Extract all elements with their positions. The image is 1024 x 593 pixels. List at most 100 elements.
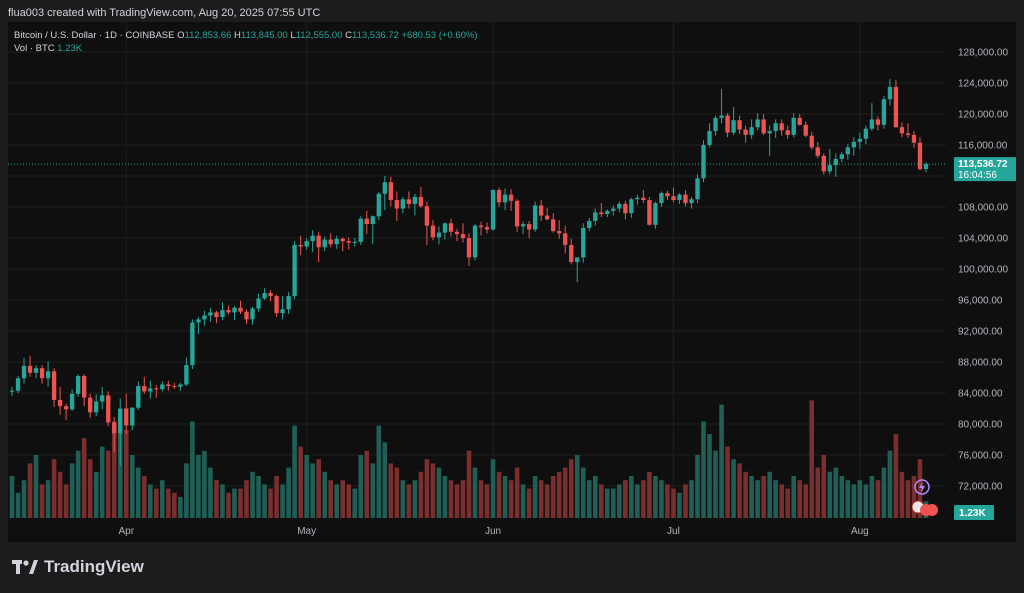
candle-body[interactable] [611, 208, 616, 211]
candle-body[interactable] [845, 147, 850, 155]
candle-body[interactable] [695, 178, 700, 200]
candle-body[interactable] [304, 241, 309, 247]
candle-body[interactable] [466, 238, 472, 258]
candle-body[interactable] [190, 322, 195, 366]
candle-body[interactable] [514, 200, 520, 227]
candle-body[interactable] [196, 319, 201, 323]
candle-body[interactable] [244, 311, 249, 320]
candle-body[interactable] [442, 223, 448, 233]
candle-body[interactable] [605, 210, 610, 214]
candle-body[interactable] [172, 386, 177, 388]
candle-body[interactable] [490, 189, 496, 230]
candle-body[interactable] [635, 197, 640, 200]
candle-body[interactable] [63, 406, 69, 410]
candle-body[interactable] [238, 307, 243, 312]
candle-body[interactable] [532, 205, 538, 230]
candle-body[interactable] [526, 224, 532, 230]
candle-body[interactable] [869, 119, 875, 129]
candle-body[interactable] [274, 296, 279, 314]
candle-body[interactable] [33, 368, 39, 373]
candle-body[interactable] [472, 225, 478, 258]
candle-body[interactable] [899, 127, 905, 134]
candle-body[interactable] [599, 212, 604, 214]
candle-body[interactable] [358, 218, 363, 242]
candle-body[interactable] [220, 310, 225, 318]
candle-body[interactable] [502, 194, 508, 203]
candle-body[interactable] [118, 408, 123, 434]
candle-body[interactable] [701, 145, 706, 179]
candle-body[interactable] [160, 384, 165, 390]
candle-body[interactable] [508, 194, 514, 201]
candle-body[interactable] [15, 378, 21, 391]
candle-body[interactable] [545, 215, 550, 220]
candle-body[interactable] [94, 401, 99, 413]
candle-body[interactable] [478, 225, 484, 228]
candle-body[interactable] [148, 388, 153, 392]
candle-body[interactable] [136, 386, 141, 408]
candle-body[interactable] [671, 196, 676, 201]
candle-body[interactable] [905, 133, 911, 135]
candle-body[interactable] [280, 309, 285, 314]
candle-body[interactable] [340, 238, 345, 242]
candle-body[interactable] [424, 206, 430, 226]
candle-body[interactable] [911, 134, 917, 143]
candle-body[interactable] [322, 239, 327, 248]
candle-body[interactable] [250, 308, 255, 320]
candle-body[interactable] [262, 293, 267, 299]
candle-body[interactable] [857, 138, 863, 142]
candle-body[interactable] [400, 199, 406, 209]
candle-body[interactable] [863, 128, 869, 139]
candle-body[interactable] [256, 298, 261, 309]
candle-body[interactable] [581, 227, 586, 258]
candle-body[interactable] [779, 123, 784, 131]
candle-body[interactable] [713, 117, 718, 132]
candle-body[interactable] [436, 232, 442, 238]
candle-body[interactable] [208, 312, 213, 316]
candle-body[interactable] [268, 293, 273, 297]
candle-body[interactable] [767, 131, 772, 134]
candle-body[interactable] [629, 199, 634, 214]
candle-body[interactable] [707, 131, 712, 145]
candle-body[interactable] [382, 182, 387, 194]
candle-body[interactable] [178, 384, 183, 387]
candle-body[interactable] [677, 194, 682, 201]
candle-body[interactable] [316, 235, 321, 248]
candle-body[interactable] [557, 231, 562, 234]
candle-body[interactable] [292, 244, 297, 297]
candle-body[interactable] [460, 234, 466, 238]
candle-body[interactable] [755, 119, 760, 128]
candle-body[interactable] [100, 395, 105, 402]
candle-body[interactable] [797, 117, 802, 125]
candle-body[interactable] [743, 129, 748, 135]
candle-body[interactable] [166, 384, 171, 387]
candle-body[interactable] [731, 120, 736, 133]
candle-body[interactable] [623, 203, 628, 214]
candle-body[interactable] [653, 203, 658, 225]
candle-body[interactable] [75, 375, 81, 394]
candle-body[interactable] [893, 86, 899, 128]
candle-body[interactable] [310, 235, 315, 242]
tradingview-logo[interactable]: TradingView [12, 557, 144, 577]
candlestick-chart[interactable]: 72,000.00 76,000.00 80,000.00 84,000.00 88,0… [8, 22, 1016, 542]
candle-body[interactable] [665, 193, 670, 197]
candle-body[interactable] [39, 368, 45, 379]
candle-body[interactable] [815, 147, 820, 156]
candle-body[interactable] [821, 155, 826, 172]
candle-body[interactable] [833, 158, 838, 166]
candle-body[interactable] [827, 165, 832, 172]
us-flag-event-icon-3[interactable] [926, 504, 938, 516]
candle-body[interactable] [388, 182, 393, 201]
candle-body[interactable] [881, 99, 887, 125]
candle-body[interactable] [45, 371, 51, 379]
candle-body[interactable] [430, 225, 436, 238]
candle-body[interactable] [112, 422, 117, 434]
candle-body[interactable] [917, 142, 923, 170]
candle-body[interactable] [232, 307, 237, 313]
candle-body[interactable] [551, 219, 556, 232]
candle-body[interactable] [641, 197, 646, 201]
candle-body[interactable] [154, 388, 159, 390]
candle-body[interactable] [689, 199, 694, 204]
candle-body[interactable] [617, 203, 622, 209]
candle-body[interactable] [142, 386, 147, 392]
candle-body[interactable] [21, 365, 27, 379]
